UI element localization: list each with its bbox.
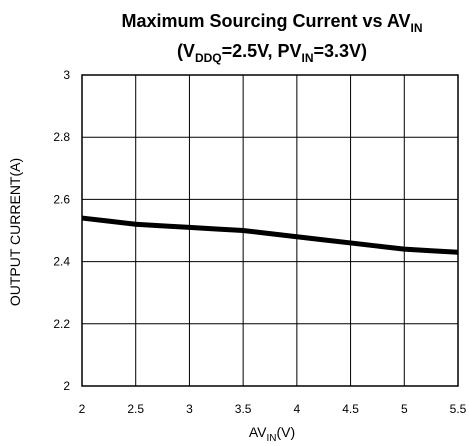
x-axis-ticks: 2 2.5 3 3.5 4 4.5 5 5.5: [79, 402, 467, 416]
x-tick-label: 2.5: [127, 402, 144, 416]
y-tick-label: 2.8: [53, 130, 70, 144]
y-axis-ticks: 2 2.2 2.4 2.6 2.8 3: [53, 68, 70, 393]
chart-grid: [81, 74, 459, 387]
y-axis-label: OUTPUT CURRENT(A): [7, 158, 23, 306]
x-tick-label: 5: [401, 402, 408, 416]
plot-area-frame: [81, 74, 459, 387]
x-tick-label: 2: [79, 402, 86, 416]
y-tick-label: 2.4: [53, 255, 70, 269]
x-axis-label: AVIN(V): [249, 424, 295, 444]
y-tick-label: 3: [63, 68, 70, 82]
x-tick-label: 3: [186, 402, 193, 416]
y-tick-label: 2.2: [53, 317, 70, 331]
series-line-0: [81, 215, 459, 255]
x-tick-label: 4.5: [342, 402, 359, 416]
y-tick-label: 2.6: [53, 192, 70, 206]
chart-title-line-2: (VDDQ=2.5V, PVIN=3.3V): [177, 41, 367, 65]
series-group: [81, 215, 459, 255]
x-tick-label: 3.5: [235, 402, 252, 416]
x-tick-label: 5.5: [450, 402, 467, 416]
y-tick-label: 2: [63, 379, 70, 393]
x-tick-label: 4: [294, 402, 301, 416]
chart-title-line-1: Maximum Sourcing Current vs AVIN: [121, 11, 422, 35]
